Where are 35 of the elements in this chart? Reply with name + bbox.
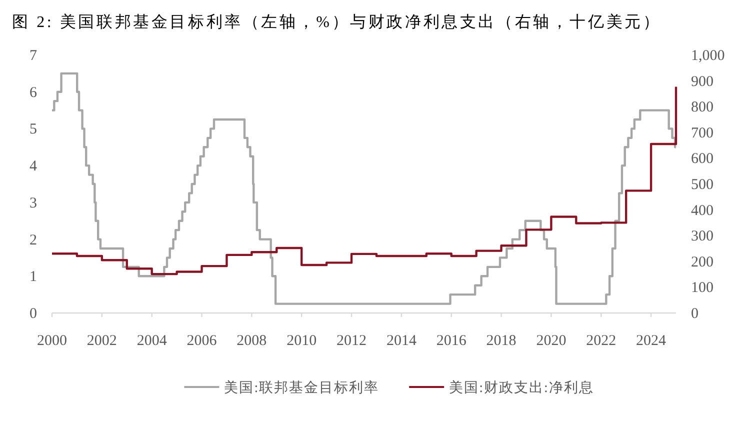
x-tick-label: 2020 [536,333,566,349]
x-tick-label: 2010 [286,333,317,349]
y2-tick-label: 100 [691,280,714,296]
y-tick-label: 3 [30,195,37,212]
y-tick-label: 7 [30,48,38,64]
legend-label: 美国:联邦基金目标利率 [224,380,380,396]
y2-tick-label: 700 [691,125,714,142]
y2-tick-label: 200 [691,254,714,270]
y2-tick-label: 600 [691,151,714,168]
y-tick-label: 6 [30,84,38,101]
x-tick-label: 2016 [436,333,467,349]
y2-tick-label: 500 [691,177,714,193]
y-tick-label: 1 [30,269,37,286]
x-tick-label: 2000 [37,333,67,349]
legend-label: 美国:财政支出:净利息 [449,380,594,396]
y-tick-label: 2 [30,232,37,248]
y2-tick-label: 800 [691,100,714,116]
x-tick-label: 2002 [86,333,117,349]
y-tick-label: 5 [30,122,37,138]
x-tick-label: 2018 [486,333,516,349]
y2-tick-label: 1,000 [691,48,725,64]
y2-tick-label: 900 [691,74,714,90]
x-tick-label: 2006 [186,333,218,349]
x-tick-label: 2022 [586,333,616,349]
title: 图 2: 美国联邦基金目标利率（左轴，%）与财政净利息支出（右轴，十亿美元） [12,14,662,31]
y2-tick-label: 0 [691,306,698,322]
y2-tick-label: 400 [691,202,714,219]
y-tick-label: 0 [30,306,37,322]
x-tick-label: 2004 [136,333,168,349]
y-tick-label: 4 [30,158,38,175]
x-tick-label: 2012 [336,333,367,349]
x-tick-label: 2024 [636,333,667,349]
y2-tick-label: 300 [691,228,714,245]
x-tick-label: 2008 [236,333,267,349]
x-tick-label: 2014 [386,333,417,349]
